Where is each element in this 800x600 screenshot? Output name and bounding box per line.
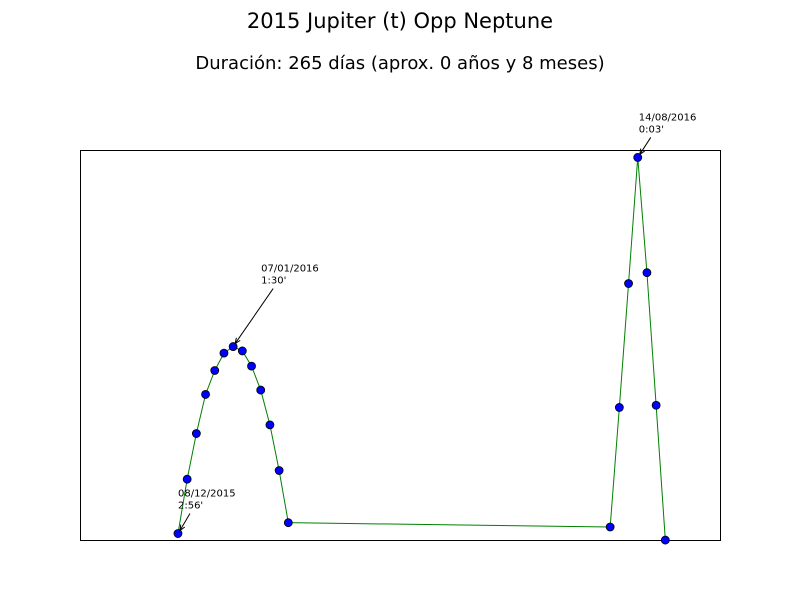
point — [228, 342, 238, 351]
annotation-arrow — [179, 513, 191, 531]
chart-subtitle: Duración: 265 días (aprox. 0 años y 8 me… — [195, 53, 604, 74]
annotation-text: 08/12/2015 — [178, 489, 236, 500]
point — [660, 535, 670, 545]
point — [283, 518, 293, 528]
point — [642, 268, 652, 278]
point — [624, 279, 633, 288]
point — [651, 400, 661, 410]
point — [219, 348, 229, 358]
plot-frame — [80, 150, 721, 541]
annotation-arrowhead — [639, 148, 645, 156]
point — [247, 361, 256, 371]
point — [605, 522, 615, 532]
point — [633, 153, 643, 162]
annotation-text: 2:56' — [178, 501, 203, 512]
point — [173, 529, 183, 538]
annotation-arrow — [639, 137, 652, 155]
annotation-arrowhead — [179, 524, 186, 532]
annotation-arrowhead — [234, 337, 241, 345]
point — [191, 429, 201, 438]
point — [274, 466, 284, 475]
series-line — [177, 157, 666, 541]
annotation-text: 1:30' — [261, 276, 286, 287]
point — [614, 403, 624, 412]
annotation-text: 0:03' — [639, 124, 664, 135]
chart-title: 2015 Jupiter (t) Opp Neptune — [247, 9, 553, 33]
annotation-text: 14/08/2016 — [639, 112, 697, 123]
point — [256, 385, 266, 395]
point — [265, 420, 275, 430]
point — [237, 346, 247, 356]
annotation-arrow — [234, 288, 274, 344]
point — [201, 390, 210, 399]
annotation-text: 07/01/2016 — [261, 264, 319, 275]
point — [182, 474, 192, 484]
point — [210, 366, 220, 375]
